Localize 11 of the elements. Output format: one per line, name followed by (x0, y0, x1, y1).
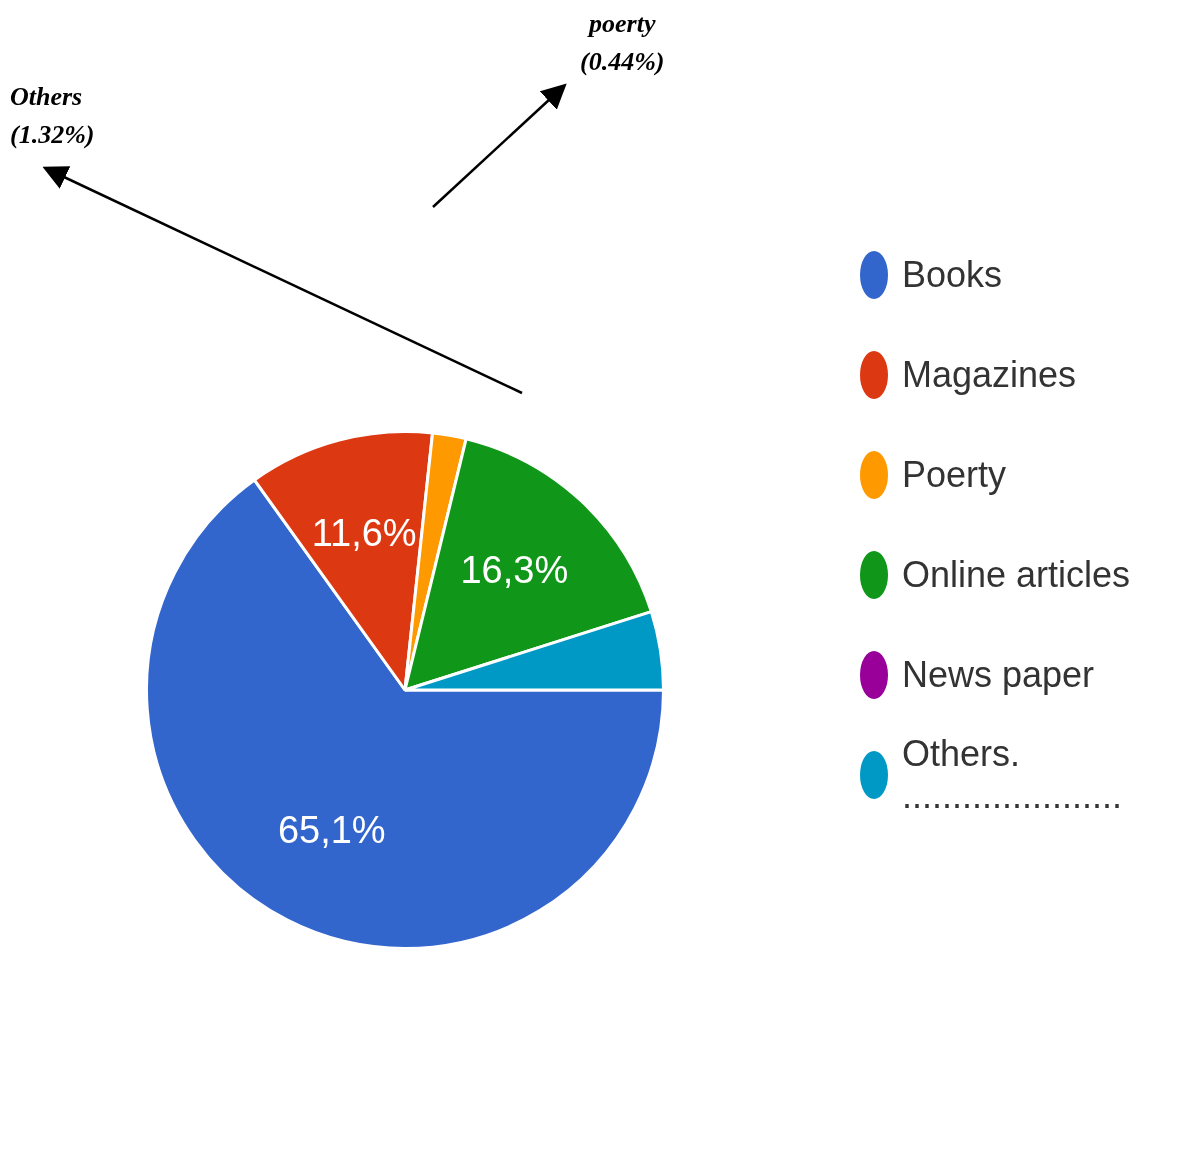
legend-label: News paper (902, 654, 1095, 696)
data-label: 65,1% (277, 809, 386, 852)
legend-label: Others. ...................... (902, 733, 1124, 817)
legend-label: Online articles (902, 554, 1131, 596)
legend-label: Magazines (902, 354, 1077, 396)
text: Others (1.32%) (10, 81, 95, 151)
legend-label: Books (902, 254, 1003, 296)
text: poerty (0.44%) (580, 8, 665, 78)
legend-label: Poerty (902, 454, 1007, 496)
data-label: 11,6% (311, 511, 417, 554)
data-label: 16,3% (460, 549, 569, 592)
